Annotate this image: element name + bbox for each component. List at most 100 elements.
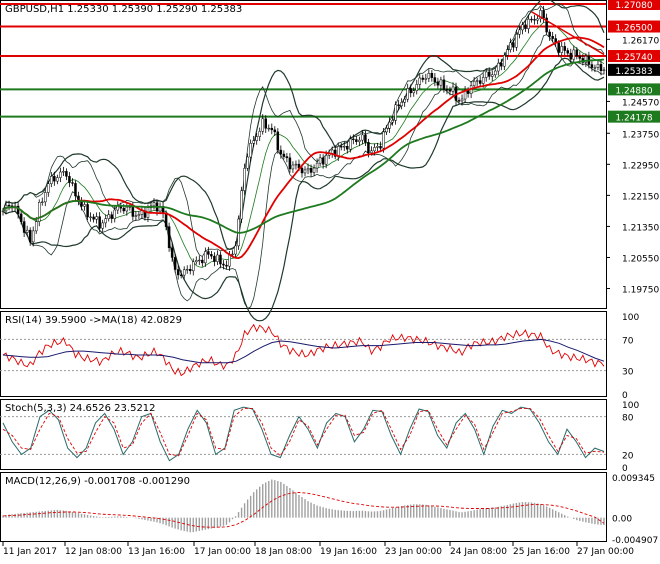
candle-body: [475, 80, 479, 82]
candle-body: [80, 201, 83, 207]
candle-body: [243, 168, 246, 191]
candle-body: [560, 46, 563, 53]
macd-tick-label: 0.009345: [612, 474, 655, 484]
level-label: 1.24880: [615, 86, 652, 96]
candle-body: [533, 19, 536, 21]
candle-body: [536, 18, 539, 21]
candle-body: [107, 214, 110, 219]
candle-body: [19, 213, 23, 222]
candle-body: [506, 49, 509, 56]
candle-body: [31, 230, 35, 243]
candle-body: [22, 221, 26, 233]
candle-body: [472, 80, 476, 86]
candle-body: [569, 52, 573, 60]
candle-body: [188, 269, 192, 272]
axis-labels: 1.26170 1.24570 1.23750 1.22950 1.22150 1.213…: [2, 36, 659, 557]
candle-body: [343, 146, 346, 148]
level-label: 1.25740: [615, 53, 652, 63]
stoch-title: Stoch(5,3,3) 24.6526 23.5212: [5, 403, 156, 414]
candle-body: [433, 77, 437, 83]
candle-body: [436, 81, 440, 86]
macd-signal-line: [2, 491, 605, 528]
time-tick-label: 12 Jan 08:00: [65, 547, 122, 557]
stoch-tick-label: 0: [622, 464, 628, 474]
candle-body: [542, 10, 545, 19]
candle-body: [228, 254, 231, 267]
candle-body: [59, 171, 62, 178]
rsi-line: [2, 323, 605, 377]
price-tick-label: 1.24570: [622, 98, 659, 108]
candle-body: [388, 121, 391, 129]
candle-body: [240, 190, 243, 220]
candle-body: [382, 131, 385, 149]
candle-body: [68, 176, 71, 183]
candle-body: [394, 104, 397, 121]
candle-body: [131, 206, 135, 217]
candle-body: [167, 226, 171, 248]
candle-body: [524, 24, 527, 29]
macd-tick-label: -0.004907: [612, 536, 658, 546]
candle-body: [113, 209, 116, 219]
candle-body: [74, 183, 77, 197]
candle-body: [599, 64, 603, 71]
candle-body: [421, 77, 425, 80]
price-panel: [0, 0, 607, 309]
candle-body: [44, 192, 47, 203]
candle-body: [28, 229, 32, 243]
candle-body: [557, 42, 560, 53]
candle-body: [89, 216, 92, 218]
candle-body: [261, 118, 264, 132]
candle-body: [7, 204, 11, 207]
macd-title: MACD(12,26,9) -0.001708 -0.001290: [5, 476, 190, 487]
candle-body: [358, 139, 361, 142]
candle-body: [137, 214, 141, 217]
candle-body: [95, 216, 98, 220]
rsi-title: RSI(14) 39.5900 ->MA(18) 42.0829: [5, 315, 182, 326]
candle-body: [500, 62, 503, 67]
rsi-tick-label: 70: [622, 336, 634, 346]
candle-body: [306, 168, 310, 171]
candle-body: [451, 86, 455, 92]
candle-body: [385, 128, 388, 133]
candle-body: [86, 204, 89, 218]
rsi-plot: [0, 323, 606, 377]
candle-body: [288, 157, 292, 170]
candle-body: [530, 18, 533, 21]
candle-body: [179, 274, 183, 276]
level-label: 1.26500: [615, 24, 652, 34]
candle-body: [65, 171, 68, 177]
candle-body: [457, 100, 461, 102]
candle-body: [53, 176, 56, 182]
macd-panel: [0, 472, 607, 542]
candle-body: [545, 17, 548, 33]
candle-body: [330, 149, 334, 154]
candle-body: [590, 64, 594, 68]
candle-body: [539, 10, 542, 20]
rsi-tick-label: 30: [622, 368, 634, 378]
candle-body: [225, 264, 228, 267]
candle-body: [315, 162, 319, 169]
candle-body: [548, 31, 551, 37]
candle-body: [37, 201, 41, 222]
candle-body: [264, 118, 267, 129]
candle-body: [185, 269, 189, 271]
candle-body: [397, 104, 400, 107]
level-label: 1.27080: [615, 1, 652, 11]
candle-body: [276, 131, 280, 151]
trend-line: [531, 11, 605, 56]
time-tick-label: 18 Jan 08:00: [255, 547, 312, 557]
candle-body: [509, 42, 512, 50]
candle-body: [478, 80, 482, 84]
price-tick-label: 1.26170: [622, 36, 659, 46]
candle-body: [164, 213, 168, 227]
candle-body: [56, 177, 59, 182]
price-tick-label: 1.20550: [622, 254, 659, 264]
candle-body: [584, 55, 588, 63]
candle-body: [34, 221, 38, 232]
bollinger-lower: [2, 57, 605, 322]
candle-body: [134, 215, 138, 217]
bollinger-middle: [2, 21, 605, 268]
candle-body: [578, 55, 582, 59]
bollinger-lower-fast: [2, 34, 604, 309]
candle-body: [201, 259, 204, 264]
